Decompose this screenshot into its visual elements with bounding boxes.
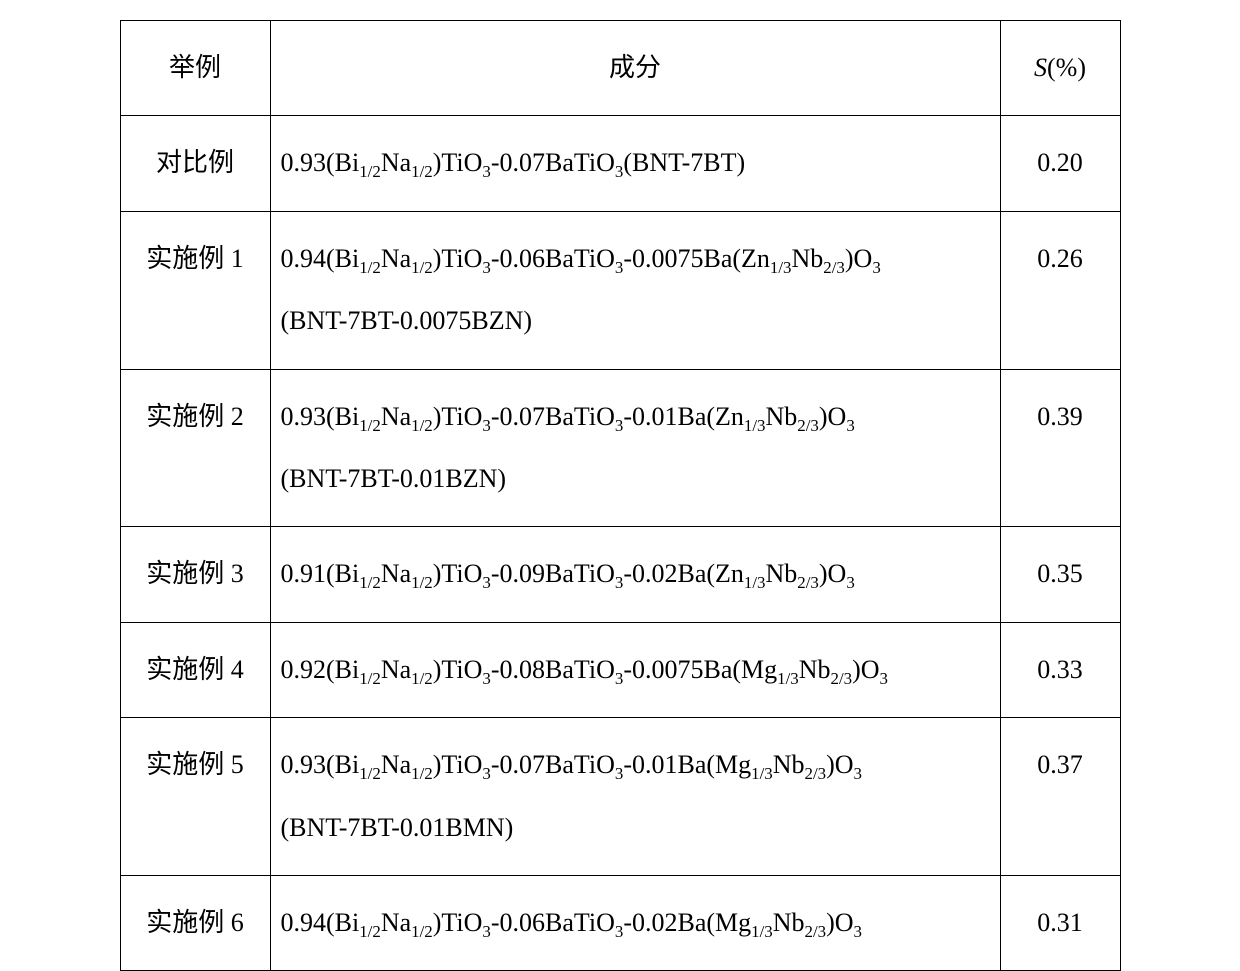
cell-example: 实施例 4 [120,622,270,717]
cell-composition: 0.94(Bi1/2Na1/2)TiO3-0.06BaTiO3-0.02Ba(M… [270,875,1000,970]
cell-example: 实施例 6 [120,875,270,970]
table-row: 对比例0.93(Bi1/2Na1/2)TiO3-0.07BaTiO3(BNT-7… [120,116,1120,211]
cell-s-value: 0.20 [1000,116,1120,211]
table-row: 实施例 50.93(Bi1/2Na1/2)TiO3-0.07BaTiO3-0.0… [120,718,1120,876]
cell-composition: 0.93(Bi1/2Na1/2)TiO3-0.07BaTiO3-0.01Ba(M… [270,718,1000,876]
table-row: 实施例 60.94(Bi1/2Na1/2)TiO3-0.06BaTiO3-0.0… [120,875,1120,970]
table-row: 实施例 20.93(Bi1/2Na1/2)TiO3-0.07BaTiO3-0.0… [120,369,1120,527]
cell-composition: 0.91(Bi1/2Na1/2)TiO3-0.09BaTiO3-0.02Ba(Z… [270,527,1000,622]
cell-example: 实施例 5 [120,718,270,876]
cell-composition: 0.93(Bi1/2Na1/2)TiO3-0.07BaTiO3-0.01Ba(Z… [270,369,1000,527]
cell-s-value: 0.26 [1000,211,1120,369]
table-header-row: 举例 成分 S(%) [120,21,1120,116]
header-s-percent: S(%) [1000,21,1120,116]
table-body: 对比例0.93(Bi1/2Na1/2)TiO3-0.07BaTiO3(BNT-7… [120,116,1120,971]
header-composition: 成分 [270,21,1000,116]
cell-s-value: 0.31 [1000,875,1120,970]
table-row: 实施例 10.94(Bi1/2Na1/2)TiO3-0.06BaTiO3-0.0… [120,211,1120,369]
cell-s-value: 0.35 [1000,527,1120,622]
header-s-symbol: S [1034,53,1047,82]
cell-s-value: 0.37 [1000,718,1120,876]
composition-table: 举例 成分 S(%) 对比例0.93(Bi1/2Na1/2)TiO3-0.07B… [120,20,1121,971]
cell-example: 实施例 2 [120,369,270,527]
cell-example: 实施例 3 [120,527,270,622]
cell-composition: 0.94(Bi1/2Na1/2)TiO3-0.06BaTiO3-0.0075Ba… [270,211,1000,369]
table-row: 实施例 30.91(Bi1/2Na1/2)TiO3-0.09BaTiO3-0.0… [120,527,1120,622]
header-example: 举例 [120,21,270,116]
cell-s-value: 0.33 [1000,622,1120,717]
cell-s-value: 0.39 [1000,369,1120,527]
header-s-unit: (%) [1047,53,1086,82]
cell-composition: 0.92(Bi1/2Na1/2)TiO3-0.08BaTiO3-0.0075Ba… [270,622,1000,717]
cell-example: 对比例 [120,116,270,211]
cell-example: 实施例 1 [120,211,270,369]
table-row: 实施例 40.92(Bi1/2Na1/2)TiO3-0.08BaTiO3-0.0… [120,622,1120,717]
cell-composition: 0.93(Bi1/2Na1/2)TiO3-0.07BaTiO3(BNT-7BT) [270,116,1000,211]
